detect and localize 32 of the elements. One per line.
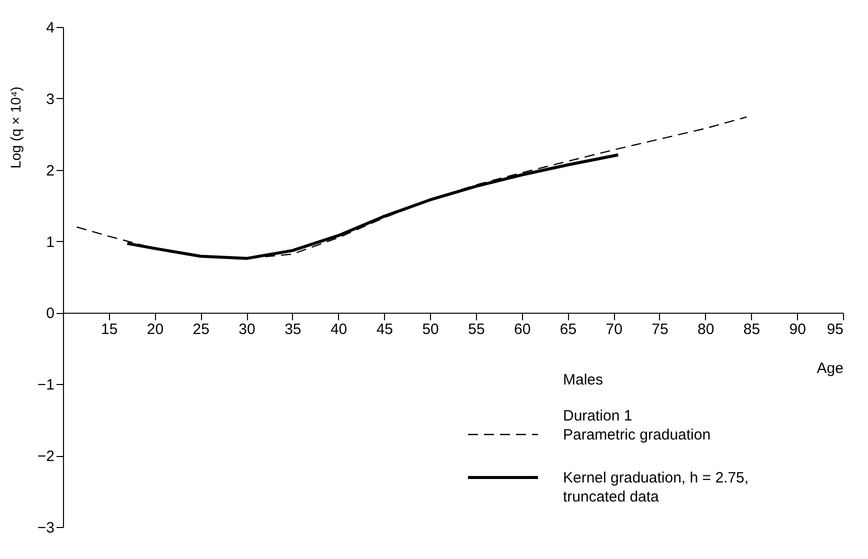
x-tick-label: 20: [146, 321, 164, 338]
y-axis-title: Log (q × 10⁴): [7, 86, 24, 168]
x-tick-label: 55: [468, 321, 485, 338]
x-tick-label: 35: [284, 321, 302, 338]
x-tick-label: 90: [789, 321, 806, 338]
x-tick-label: 40: [330, 321, 348, 338]
x-tick-label: 30: [238, 321, 256, 338]
y-tick-label: 1: [46, 234, 54, 251]
x-tick-label: 60: [514, 321, 531, 338]
x-tick-label: 50: [422, 321, 439, 338]
y-tick-label: 2: [46, 162, 54, 180]
x-tick-label: 15: [101, 321, 118, 338]
x-tick-label: 25: [192, 321, 210, 338]
legend-title: Males: [563, 372, 604, 388]
x-tick-label: 75: [652, 321, 668, 338]
y-tick-label: −1: [37, 376, 54, 394]
legend-label: Parametric graduation: [563, 426, 711, 444]
x-tick-label: 65: [560, 321, 577, 338]
annotation: Duration 1: [563, 408, 632, 424]
legend-label: Kernel graduation, h = 2.75, truncated data: [563, 470, 749, 506]
y-tick-label: −3: [37, 520, 54, 536]
line-series: [76, 116, 748, 260]
x-tick-label: 70: [606, 321, 622, 338]
y-tick-label: 0: [46, 305, 54, 322]
y-tick-label: −2: [37, 448, 54, 466]
x-tick-label: 80: [698, 321, 714, 338]
x-tick-label: 45: [376, 321, 394, 338]
y-tick-label: 4: [46, 20, 54, 36]
y-tick-label: 3: [46, 90, 54, 108]
x-tick-label: 95: [826, 321, 844, 338]
x-tick-label: 85: [743, 321, 760, 338]
x-axis-title: Age: [816, 360, 844, 378]
